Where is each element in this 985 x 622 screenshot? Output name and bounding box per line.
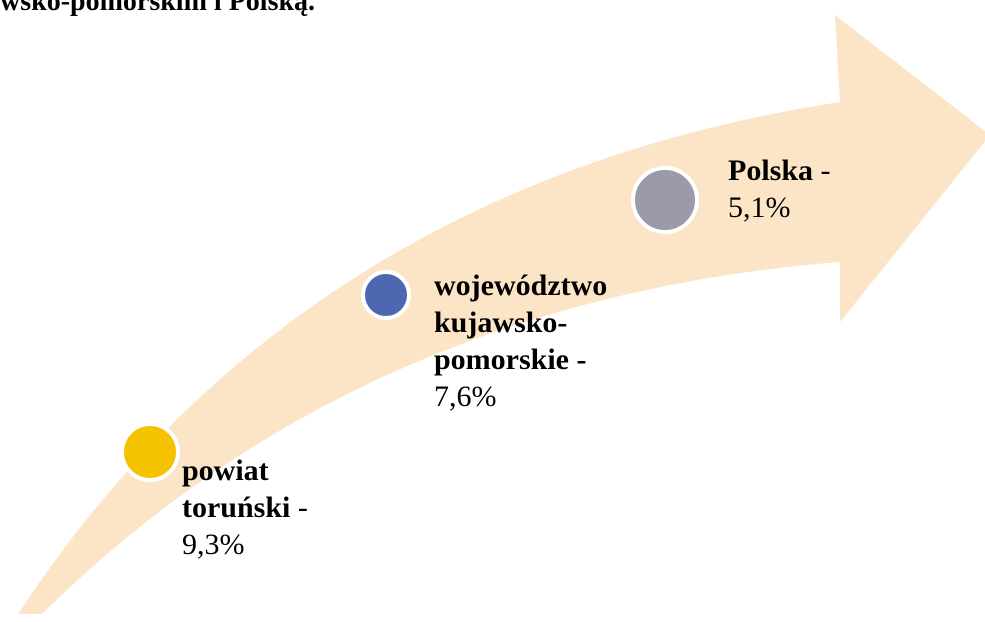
item-name: Polska [728, 154, 814, 187]
item-value: 5,1% [728, 191, 791, 224]
caption: wsko-pomorskim i Polską. [0, 0, 316, 17]
marker-1 [120, 422, 180, 482]
marker-2 [361, 270, 411, 320]
item-name: powiat toruński [182, 454, 291, 524]
item-value: 7,6% [434, 380, 497, 413]
item-separator: - [576, 343, 587, 376]
label-2: województwo kujawsko-pomorskie - 7,6% [434, 267, 649, 415]
arrow [18, 15, 985, 614]
marker-3 [631, 166, 699, 234]
item-name: województwo kujawsko-pomorskie [434, 269, 608, 376]
item-separator: - [820, 154, 831, 187]
item-separator: - [297, 491, 308, 524]
item-value: 9,3% [182, 528, 245, 561]
label-1: powiat toruński - 9,3% [182, 452, 347, 563]
label-3: Polska - 5,1% [728, 152, 928, 226]
